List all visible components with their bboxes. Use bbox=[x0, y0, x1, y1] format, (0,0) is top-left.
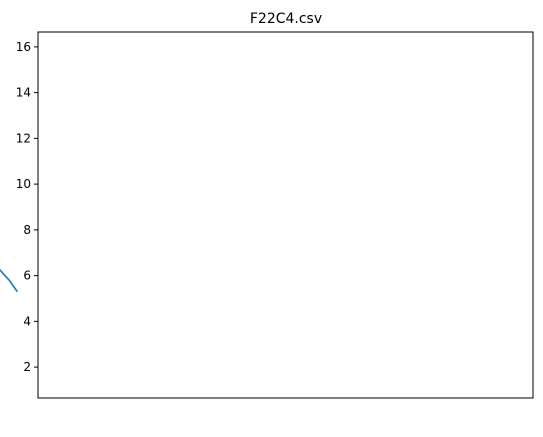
y-tick-label: 2 bbox=[23, 360, 31, 374]
chart-title: F22C4.csv bbox=[250, 11, 322, 27]
y-tick-label: 14 bbox=[16, 86, 31, 100]
y-tick-label: 8 bbox=[23, 223, 31, 237]
y-tick-label: 12 bbox=[16, 131, 31, 145]
y-tick-label: 6 bbox=[23, 269, 31, 283]
y-tick-label: 10 bbox=[16, 177, 31, 191]
y-tick-label: 16 bbox=[16, 40, 31, 54]
y-axis: 2 4 6 8 10 12 14 16 bbox=[16, 40, 38, 374]
y-tick-label: 4 bbox=[23, 314, 31, 328]
plot-frame bbox=[37, 31, 534, 399]
